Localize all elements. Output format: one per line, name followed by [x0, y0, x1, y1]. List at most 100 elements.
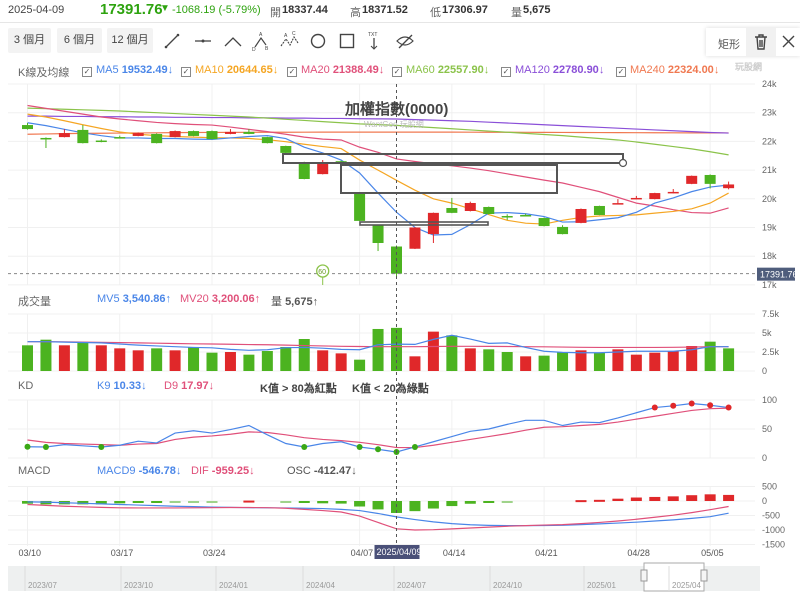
- line-tool-icon[interactable]: [161, 30, 183, 52]
- hide-drawings-icon[interactable]: [394, 30, 416, 52]
- legend-item-osc: OSC -412.47↓: [287, 465, 357, 477]
- candle-body: [446, 207, 458, 213]
- ma-line-ma60: [27, 107, 729, 156]
- volume-bar: [557, 352, 569, 371]
- volume-bar: [686, 345, 698, 371]
- checkbox[interactable]: ✓: [616, 67, 626, 77]
- text-tool-icon[interactable]: TXT: [363, 30, 385, 52]
- candle-body: [95, 140, 107, 143]
- volume-bar: [501, 352, 513, 371]
- chart-title: 加權指數(0000): [345, 101, 449, 118]
- navigator-label: 2024/10: [493, 581, 522, 590]
- horizontal-line-tool-icon[interactable]: [192, 30, 214, 52]
- range-6-months-button[interactable]: 6 個月: [57, 28, 102, 53]
- delete-drawing-button[interactable]: [746, 28, 776, 56]
- osc-bar: [169, 501, 181, 503]
- osc-bar: [372, 501, 384, 510]
- checkbox[interactable]: ✓: [392, 67, 402, 77]
- osc-bar: [501, 501, 513, 503]
- legend-item-ma5[interactable]: ✓ MA5 19532.49↓: [82, 64, 173, 77]
- candle-body: [575, 208, 587, 223]
- kd-red-dot: [651, 404, 658, 411]
- legend-item-ma120[interactable]: ✓ MA120 22780.90↓: [501, 64, 604, 77]
- candle-body: [132, 133, 144, 136]
- candle-04/21: [538, 217, 550, 227]
- drawing-type-label: 矩形: [718, 39, 740, 51]
- legend-item-ma60[interactable]: ✓ MA60 22557.90↓: [392, 64, 489, 77]
- osc-bar: [151, 501, 163, 503]
- checkbox[interactable]: ✓: [287, 67, 297, 77]
- checkbox[interactable]: ✓: [181, 67, 191, 77]
- candle-03/25: [224, 129, 236, 135]
- circle-tool-icon[interactable]: [307, 30, 329, 52]
- drawn-rectangle: [340, 164, 558, 194]
- candle-04/23: [575, 208, 587, 224]
- candle-05/06: [723, 181, 735, 190]
- candle-04/24: [593, 205, 605, 216]
- kd-axis-tick: 50: [762, 424, 772, 434]
- abd-pattern-tool-icon[interactable]: A D B: [250, 30, 272, 52]
- legend-item-k9: K9 10.33↓: [97, 380, 147, 392]
- kd-green-dot: [356, 443, 363, 450]
- navigator-label: 2023/07: [28, 581, 57, 590]
- kd-green-dot: [301, 443, 308, 450]
- kd-green-dot: [411, 443, 418, 450]
- legend-value: -546.78: [138, 465, 176, 477]
- osc-bar: [114, 501, 126, 504]
- volume-bar: [317, 350, 329, 371]
- angle-tool-icon[interactable]: [222, 30, 244, 52]
- trend-arrow-icon: ↓: [272, 64, 279, 76]
- candle-body: [649, 193, 661, 200]
- date-axis-tick: 03/10: [19, 548, 42, 558]
- candle-body: [261, 137, 273, 144]
- osc-bar: [243, 500, 255, 503]
- candle-body: [114, 137, 126, 139]
- kd-title: KD: [18, 380, 34, 392]
- kd-green-dot: [24, 443, 31, 450]
- range-12-months-button[interactable]: 12 個月: [107, 28, 153, 53]
- navigator-handle[interactable]: [640, 569, 648, 582]
- price-axis-tick: 22k: [762, 136, 777, 146]
- legend-label: 量: [271, 296, 282, 308]
- candle-body: [501, 216, 513, 218]
- svg-text:B: B: [265, 46, 269, 52]
- volume-bar: [151, 348, 163, 371]
- kd-red-dot: [725, 404, 732, 411]
- legend-value: -412.47: [313, 465, 352, 477]
- navigator-label: 2024/01: [219, 581, 248, 590]
- navigator-handle[interactable]: [700, 569, 708, 582]
- range-3-months-button[interactable]: 3 個月: [8, 28, 51, 53]
- kd-green-dot: [375, 446, 382, 453]
- trend-arrow-icon: ↑: [312, 296, 319, 308]
- drawn-rectangle: [282, 153, 624, 164]
- osc-bar: [280, 501, 292, 503]
- last-price: 17391.76: [100, 1, 163, 18]
- legend-item-ma240[interactable]: ✓ MA240 22324.00↓: [616, 64, 719, 77]
- legend-item-mv20: MV20 3,200.06↑: [180, 293, 260, 305]
- period-marker-label: 60: [318, 269, 326, 276]
- close-panel-button[interactable]: [778, 28, 800, 56]
- candle-04/22: [557, 225, 569, 235]
- checkbox[interactable]: ✓: [501, 67, 511, 77]
- candle-03/20: [169, 130, 181, 138]
- quote-header: 2025-04-09 17391.76 ▼ -1068.19 (-5.79%) …: [0, 0, 800, 23]
- navigator-label: 2024/07: [397, 581, 426, 590]
- candle-body: [409, 227, 421, 249]
- candle-04/11: [427, 212, 439, 243]
- macd-axis-tick: 500: [762, 482, 777, 492]
- legend-value: 3,200.06: [211, 293, 255, 305]
- rectangle-tool-icon[interactable]: [336, 30, 358, 52]
- osc-bar: [188, 501, 200, 503]
- legend-value: 10.33: [113, 380, 142, 392]
- kd-red-dot: [670, 402, 677, 409]
- crosshair-date-label: 2025/04/09: [377, 547, 422, 557]
- legend-item-ma10[interactable]: ✓ MA10 20644.65↓: [181, 64, 278, 77]
- legend-item-ma20[interactable]: ✓ MA20 21388.49↓: [287, 64, 384, 77]
- volume-bar: [354, 359, 366, 371]
- ma-line-ma240: [27, 131, 729, 135]
- legend-item-dif: DIF -959.25↓: [191, 465, 255, 477]
- osc-bar: [446, 501, 458, 507]
- checkbox[interactable]: ✓: [82, 67, 92, 77]
